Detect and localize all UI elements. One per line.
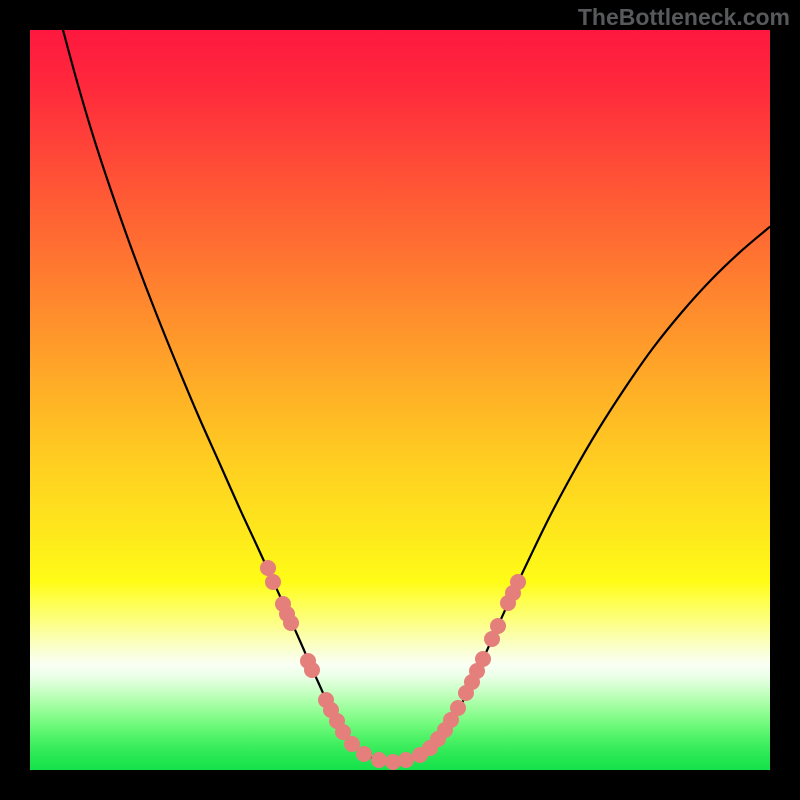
data-dot bbox=[450, 700, 466, 716]
data-dot bbox=[356, 746, 372, 762]
watermark-text: TheBottleneck.com bbox=[578, 4, 790, 31]
data-dots bbox=[260, 560, 526, 770]
data-dot bbox=[490, 618, 506, 634]
plot-area bbox=[30, 30, 770, 770]
chart-frame: TheBottleneck.com bbox=[0, 0, 800, 800]
data-dot bbox=[510, 574, 526, 590]
data-dot bbox=[371, 752, 387, 768]
v-curve bbox=[63, 30, 770, 762]
data-dot bbox=[283, 615, 299, 631]
data-dot bbox=[475, 651, 491, 667]
data-dot bbox=[398, 752, 414, 768]
data-dot bbox=[265, 574, 281, 590]
data-dot bbox=[260, 560, 276, 576]
curve-layer bbox=[30, 30, 770, 770]
data-dot bbox=[304, 662, 320, 678]
